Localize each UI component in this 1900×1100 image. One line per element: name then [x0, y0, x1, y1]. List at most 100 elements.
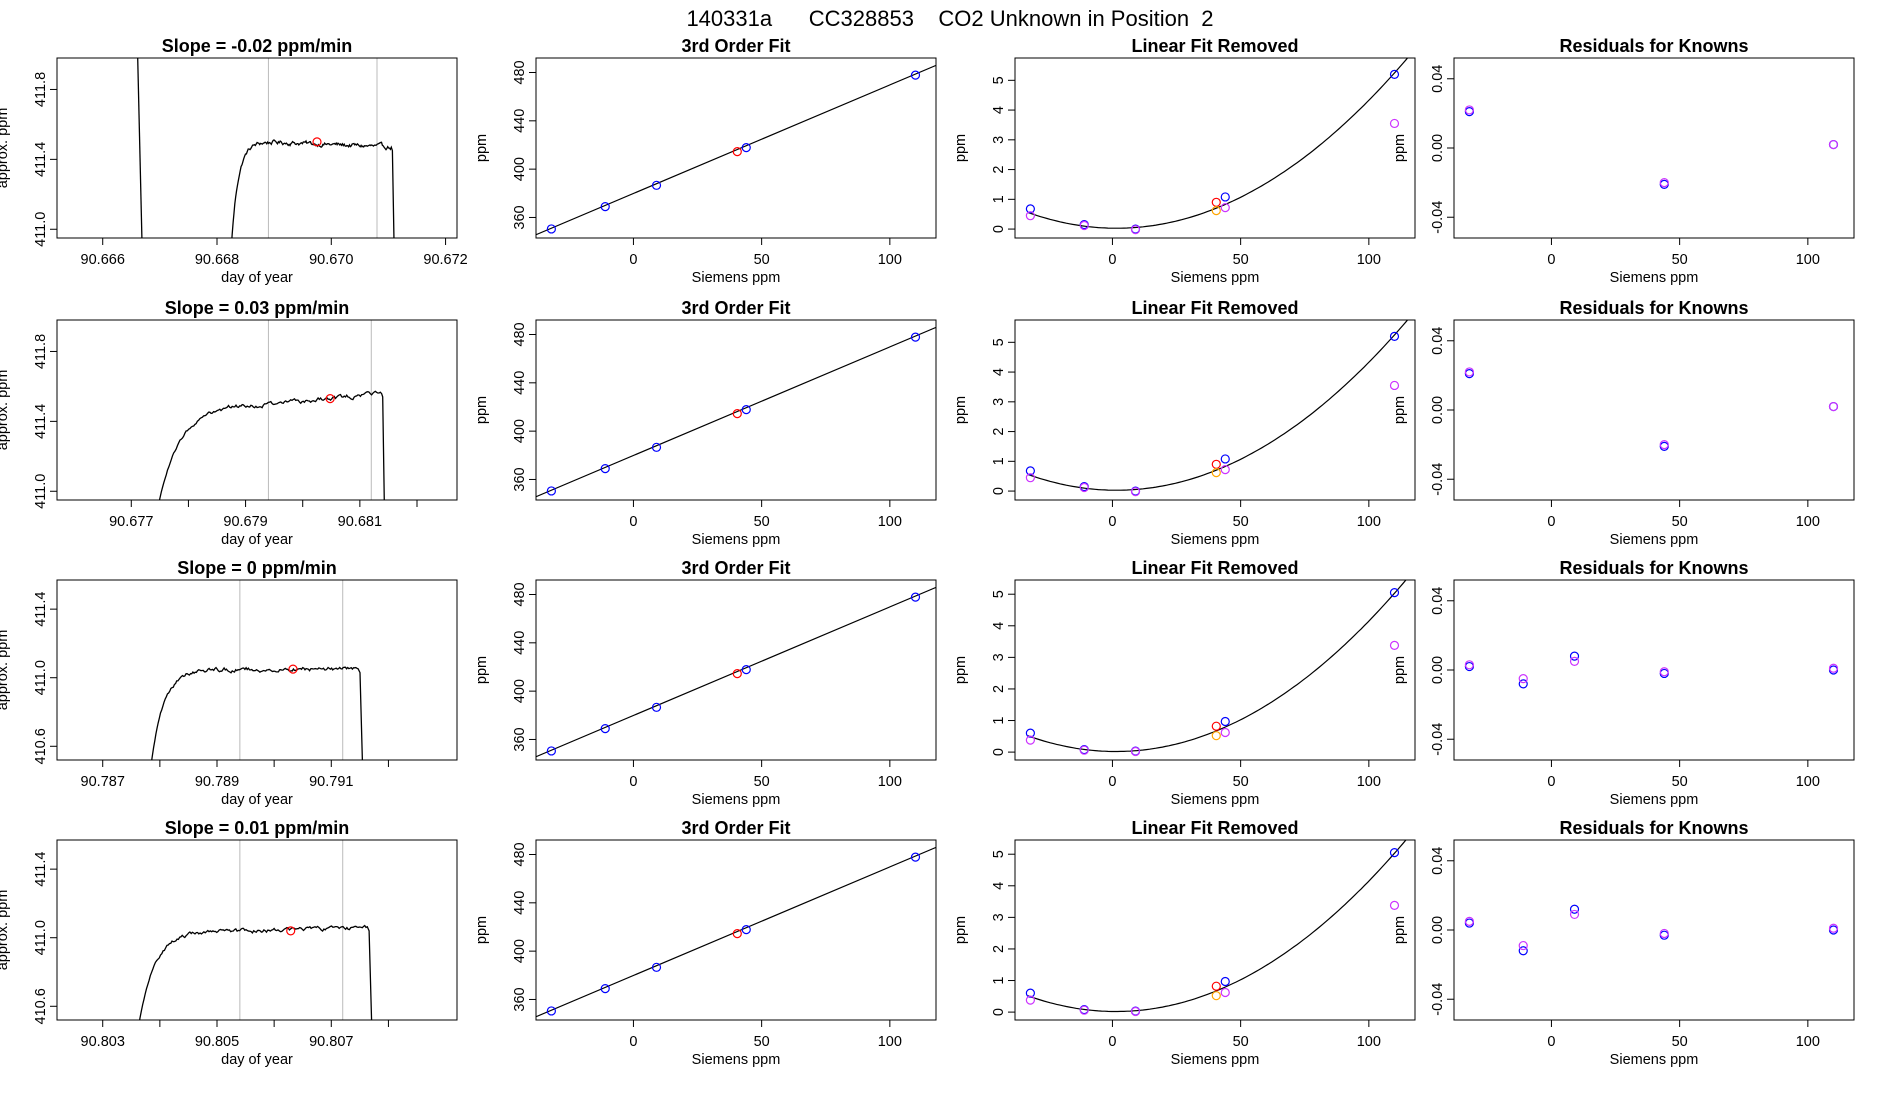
- data-point: [741, 665, 751, 675]
- y-tick-label: 411.0: [33, 660, 49, 695]
- data-point: [1518, 674, 1528, 684]
- plot-area: [536, 64, 936, 236]
- y-tick-label: 411.4: [33, 852, 49, 887]
- plot-area: [536, 586, 936, 758]
- panel-1-1: Slope = -0.02 ppm/min day of year approx. …: [0, 36, 468, 286]
- plot-frame: [535, 579, 937, 761]
- y-tick-label: 2: [991, 685, 1007, 693]
- y-tick-label: 3: [991, 136, 1007, 144]
- plot-frame: [535, 57, 937, 239]
- data-point: [1659, 667, 1669, 677]
- x-axis-label: Siemens ppm: [692, 532, 781, 548]
- plot-frame: [56, 579, 458, 761]
- x-axis-label: Siemens ppm: [692, 1052, 781, 1068]
- data-point: [1211, 206, 1221, 216]
- x-axis-label: Siemens ppm: [1171, 1052, 1260, 1068]
- data-point: [1659, 440, 1669, 450]
- panel-title: Residuals for Knowns: [1559, 558, 1748, 578]
- x-tick-label: 0: [629, 1034, 637, 1050]
- data-point: [1464, 916, 1474, 926]
- data-point: [546, 1006, 556, 1016]
- data-point: [1025, 473, 1035, 483]
- x-tick-label: 90.787: [81, 774, 125, 790]
- panel-title: Linear Fit Removed: [1131, 298, 1298, 318]
- y-tick-label: -0.04: [1430, 723, 1446, 756]
- data-point: [651, 962, 662, 972]
- x-tick-label: 90.807: [309, 1034, 353, 1050]
- x-tick-label: 90.668: [195, 252, 239, 268]
- y-axis-label: ppm: [953, 134, 969, 162]
- x-tick-label: 90.681: [338, 514, 382, 530]
- plot-area: [1025, 580, 1407, 757]
- y-tick-label: 3: [991, 653, 1007, 661]
- x-tick-label: 90.672: [423, 252, 467, 268]
- data-point: [741, 925, 751, 935]
- y-tick-label: 411.0: [33, 474, 49, 509]
- plot-area: [1025, 58, 1409, 235]
- y-tick-label: 2: [991, 945, 1007, 953]
- plot-area: [1464, 904, 1839, 956]
- y-axis-label: approx. ppm: [0, 890, 11, 971]
- plot-area: [536, 326, 936, 498]
- y-axis-label: approx. ppm: [0, 370, 11, 451]
- x-tick-label: 50: [1233, 514, 1249, 530]
- plot-frame: [1453, 57, 1855, 239]
- y-tick-label: 0.04: [1430, 65, 1446, 93]
- y-tick-label: 4: [991, 368, 1007, 376]
- x-tick-label: 0: [1547, 774, 1555, 790]
- y-axis-label: ppm: [1392, 396, 1408, 424]
- x-tick-label: 90.803: [81, 1034, 125, 1050]
- x-axis-label: day of year: [221, 532, 293, 548]
- x-axis-label: Siemens ppm: [1610, 1052, 1699, 1068]
- x-tick-label: 90.666: [81, 252, 125, 268]
- data-point: [600, 201, 610, 212]
- data-point: [546, 486, 556, 496]
- panel-1-4: Residuals for Knowns Siemens ppm ppm 0 50 100…: [1392, 36, 1855, 286]
- y-tick-label: 0.00: [1430, 134, 1446, 162]
- y-axis-label: ppm: [1392, 134, 1408, 162]
- y-tick-label: -0.04: [1430, 983, 1446, 1016]
- y-tick-label: 4: [991, 882, 1007, 890]
- y-tick-label: 0.04: [1430, 847, 1446, 875]
- x-tick-label: 90.789: [195, 774, 239, 790]
- panel-title: 3rd Order Fit: [681, 298, 790, 318]
- y-tick-label: 0.00: [1430, 396, 1446, 424]
- x-tick-label: 100: [1357, 514, 1381, 530]
- fit-curve: [1027, 58, 1409, 229]
- x-tick-label: 90.805: [195, 1034, 239, 1050]
- data-point: [600, 463, 610, 474]
- y-tick-label: 480: [512, 582, 528, 606]
- data-point: [1220, 976, 1230, 987]
- data-point: [1079, 220, 1089, 231]
- y-axis-label: ppm: [953, 656, 969, 684]
- y-tick-label: 0.04: [1430, 327, 1446, 355]
- data-point: [1025, 735, 1035, 745]
- data-point: [1220, 727, 1230, 738]
- plot-frame: [535, 839, 937, 1021]
- average-marker-point: [288, 664, 298, 674]
- fit-curve: [1027, 840, 1407, 1013]
- data-point: [651, 702, 662, 712]
- plot-area: [137, 58, 395, 238]
- plot-area: [1025, 840, 1407, 1017]
- panel-4-2: 3rd Order Fit Siemens ppm ppm 0 50 100 360 400 4…: [474, 818, 937, 1068]
- y-tick-label: 2: [991, 166, 1007, 174]
- y-tick-label: 360: [512, 205, 528, 229]
- x-axis-label: Siemens ppm: [1610, 792, 1699, 808]
- plot-area: [158, 320, 385, 500]
- x-tick-label: 100: [1357, 774, 1381, 790]
- y-axis-label: ppm: [474, 916, 490, 944]
- plot-area: [536, 846, 936, 1018]
- y-axis-label: approx. ppm: [0, 630, 11, 711]
- data-point: [600, 723, 610, 734]
- y-tick-label: 0: [991, 225, 1007, 233]
- data-point: [1569, 904, 1580, 914]
- panel-4-3: Linear Fit Removed Siemens ppm ppm 0 50 100 0 1…: [953, 818, 1416, 1068]
- data-point: [1464, 660, 1474, 670]
- panel-3-3: Linear Fit Removed Siemens ppm ppm 0 50 100 0 1…: [953, 558, 1416, 808]
- data-point: [732, 929, 742, 939]
- y-tick-label: 4: [991, 106, 1007, 114]
- data-point: [1220, 203, 1230, 213]
- x-tick-label: 50: [1233, 1034, 1249, 1050]
